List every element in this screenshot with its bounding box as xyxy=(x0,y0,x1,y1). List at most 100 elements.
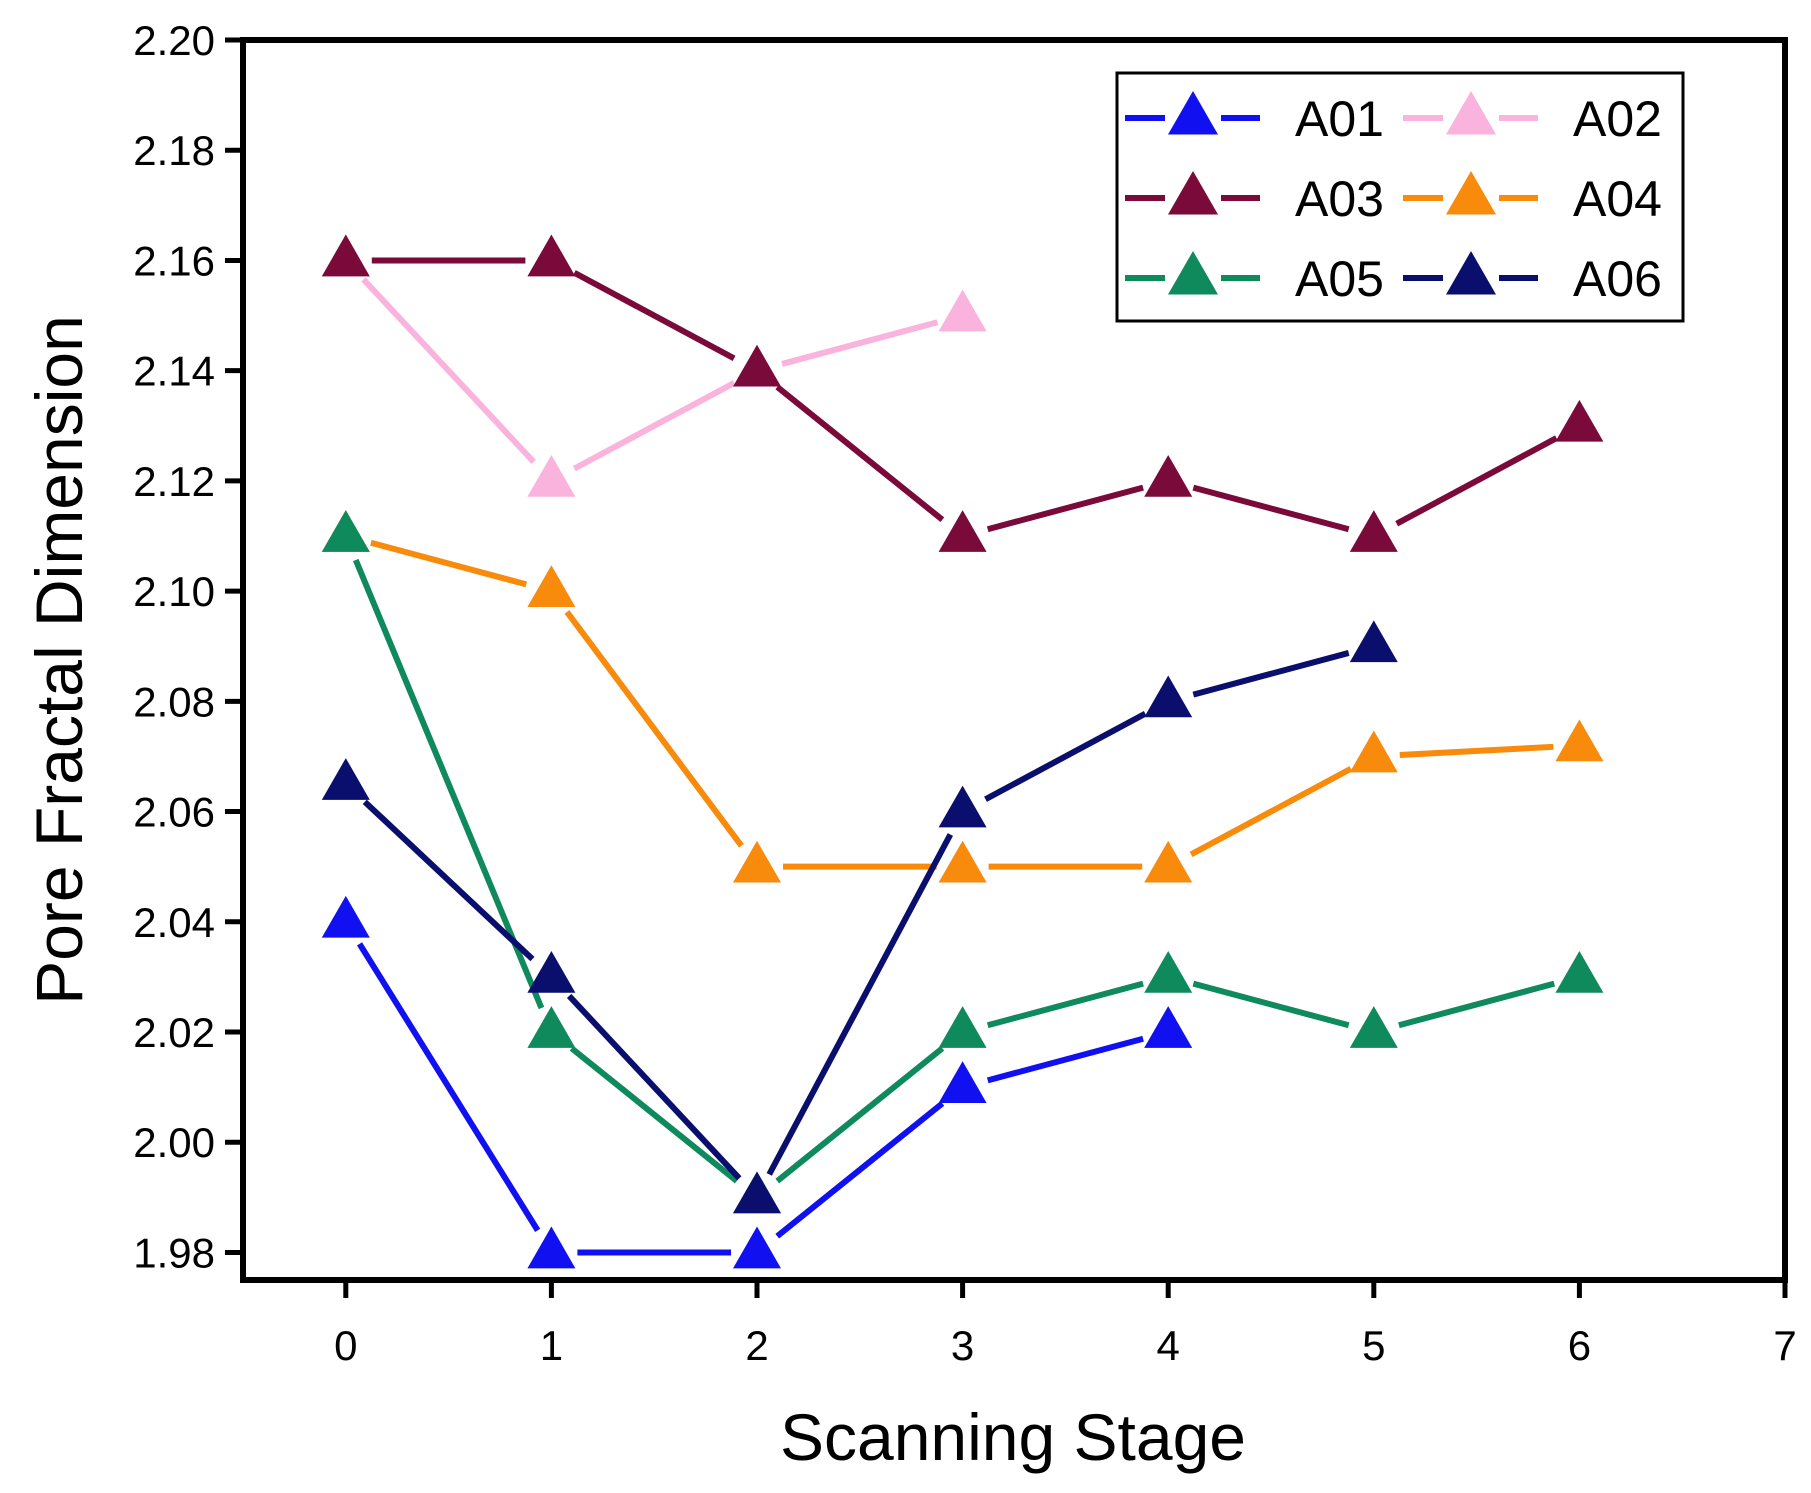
x-tick-label: 2 xyxy=(745,1322,768,1369)
y-tick-label: 2.18 xyxy=(133,127,215,174)
y-tick-label: 2.10 xyxy=(133,568,215,615)
x-tick-label: 4 xyxy=(1157,1322,1180,1369)
y-tick-label: 2.14 xyxy=(133,348,215,395)
data-point-A01 xyxy=(527,1226,576,1269)
legend-item-A06: A06 xyxy=(1403,246,1662,310)
y-tick-label: 2.20 xyxy=(133,17,215,64)
data-point-A04 xyxy=(1349,730,1398,773)
series-A02 xyxy=(321,234,987,497)
legend-marker xyxy=(1446,251,1496,295)
x-tick-label: 7 xyxy=(1773,1322,1796,1369)
data-point-A06 xyxy=(1349,620,1398,663)
y-tick-label: 2.02 xyxy=(133,1009,215,1056)
series-line-segment xyxy=(1399,743,1554,759)
y-tick-label: 1.98 xyxy=(133,1229,215,1276)
data-point-A02 xyxy=(527,454,576,497)
x-tick-label: 6 xyxy=(1568,1322,1591,1369)
x-tick-label: 3 xyxy=(951,1322,974,1369)
data-point-A03 xyxy=(1555,399,1604,442)
data-point-A01 xyxy=(321,895,370,938)
x-tick-label: 5 xyxy=(1362,1322,1385,1369)
series-line-segment xyxy=(356,942,541,1232)
x-tick-label: 0 xyxy=(334,1322,357,1369)
x-tick-label: 1 xyxy=(540,1322,563,1369)
data-point-A03 xyxy=(527,234,576,277)
y-axis-title: Pore Fractal Dimension xyxy=(22,315,96,1005)
legend-label: A06 xyxy=(1573,251,1662,307)
ticks-layer: 0 1 2 3 4 5 6 7 1.98 2.00 2.02 2.04 2.06 2.08 2.10 2.12… xyxy=(133,17,1796,1369)
data-point-A05 xyxy=(1349,1006,1398,1048)
data-point-A03 xyxy=(733,344,781,387)
legend-label: A01 xyxy=(1295,91,1384,147)
data-point-A06 xyxy=(527,950,576,993)
legend-item-A04: A04 xyxy=(1403,166,1662,230)
series-layer xyxy=(321,234,1604,1269)
data-point-A03 xyxy=(321,234,370,277)
legend-label: A02 xyxy=(1573,91,1662,147)
data-point-A01 xyxy=(1144,1006,1193,1048)
y-tick-label: 2.16 xyxy=(133,237,215,284)
data-point-A06 xyxy=(938,785,987,828)
data-point-A04 xyxy=(733,840,781,883)
data-point-A03 xyxy=(1144,454,1193,497)
data-point-A05 xyxy=(527,1006,576,1048)
data-point-A05 xyxy=(321,510,370,552)
series-line-segment xyxy=(781,319,939,367)
y-tick-label: 2.12 xyxy=(133,458,215,505)
legend-marker xyxy=(1168,251,1218,295)
series-line-segment xyxy=(766,833,954,1176)
y-tick-label: 2.00 xyxy=(133,1119,215,1166)
series-line-segment xyxy=(572,270,736,362)
data-point-A04 xyxy=(1144,840,1193,883)
series-A05 xyxy=(321,510,1604,1214)
series-line-segment xyxy=(572,380,736,472)
legend-label: A04 xyxy=(1573,171,1662,227)
legend-marker xyxy=(1168,171,1218,215)
plot-frame xyxy=(240,37,1788,1283)
series-line-segment xyxy=(986,1035,1144,1084)
legend-marker xyxy=(1446,171,1496,215)
data-point-A06 xyxy=(1144,675,1193,718)
data-point-A06 xyxy=(733,1171,781,1214)
series-line-segment xyxy=(1192,980,1350,1029)
legend-marker xyxy=(1446,91,1496,135)
data-point-A01 xyxy=(938,1061,987,1103)
legend-item-A05: A05 xyxy=(1125,246,1384,310)
series-line-segment xyxy=(775,1101,945,1239)
series-A06 xyxy=(321,620,1398,1214)
series-line-segment xyxy=(984,710,1147,802)
legend-label: A05 xyxy=(1295,251,1384,307)
series-line-segment xyxy=(1192,484,1350,533)
series-line-segment xyxy=(370,539,528,588)
series-line-segment xyxy=(986,980,1144,1029)
series-line-segment xyxy=(361,277,536,464)
series-line-segment xyxy=(775,1045,945,1184)
legend-label: A03 xyxy=(1295,171,1384,227)
data-point-A04 xyxy=(938,840,987,883)
data-point-A04 xyxy=(527,565,576,607)
x-axis-title: Scanning Stage xyxy=(780,1400,1246,1474)
series-line-segment xyxy=(1395,435,1558,527)
data-point-A05 xyxy=(938,1006,987,1048)
series-line-segment xyxy=(569,1045,739,1184)
data-point-A01 xyxy=(733,1226,781,1269)
legend-marker xyxy=(1168,91,1218,135)
series-line-segment xyxy=(352,558,545,1010)
series-line-segment xyxy=(1189,766,1353,858)
series-line-segment xyxy=(566,993,742,1181)
legend-item-A03: A03 xyxy=(1125,166,1384,230)
series-line-segment xyxy=(986,484,1144,533)
data-point-A05 xyxy=(1555,950,1604,993)
legend: A01 A02 A03 A04 A05 A06 xyxy=(1115,71,1685,323)
data-point-A03 xyxy=(1349,510,1398,552)
series-line-segment xyxy=(1398,980,1556,1029)
series-A03 xyxy=(321,234,1604,552)
legend-item-A01: A01 xyxy=(1125,86,1384,150)
series-line-segment xyxy=(564,610,744,848)
y-tick-label: 2.06 xyxy=(133,789,215,836)
series-line-segment xyxy=(1192,650,1350,698)
series-A01 xyxy=(321,895,1193,1269)
series-line-segment xyxy=(775,384,945,523)
y-tick-label: 2.04 xyxy=(133,899,215,946)
